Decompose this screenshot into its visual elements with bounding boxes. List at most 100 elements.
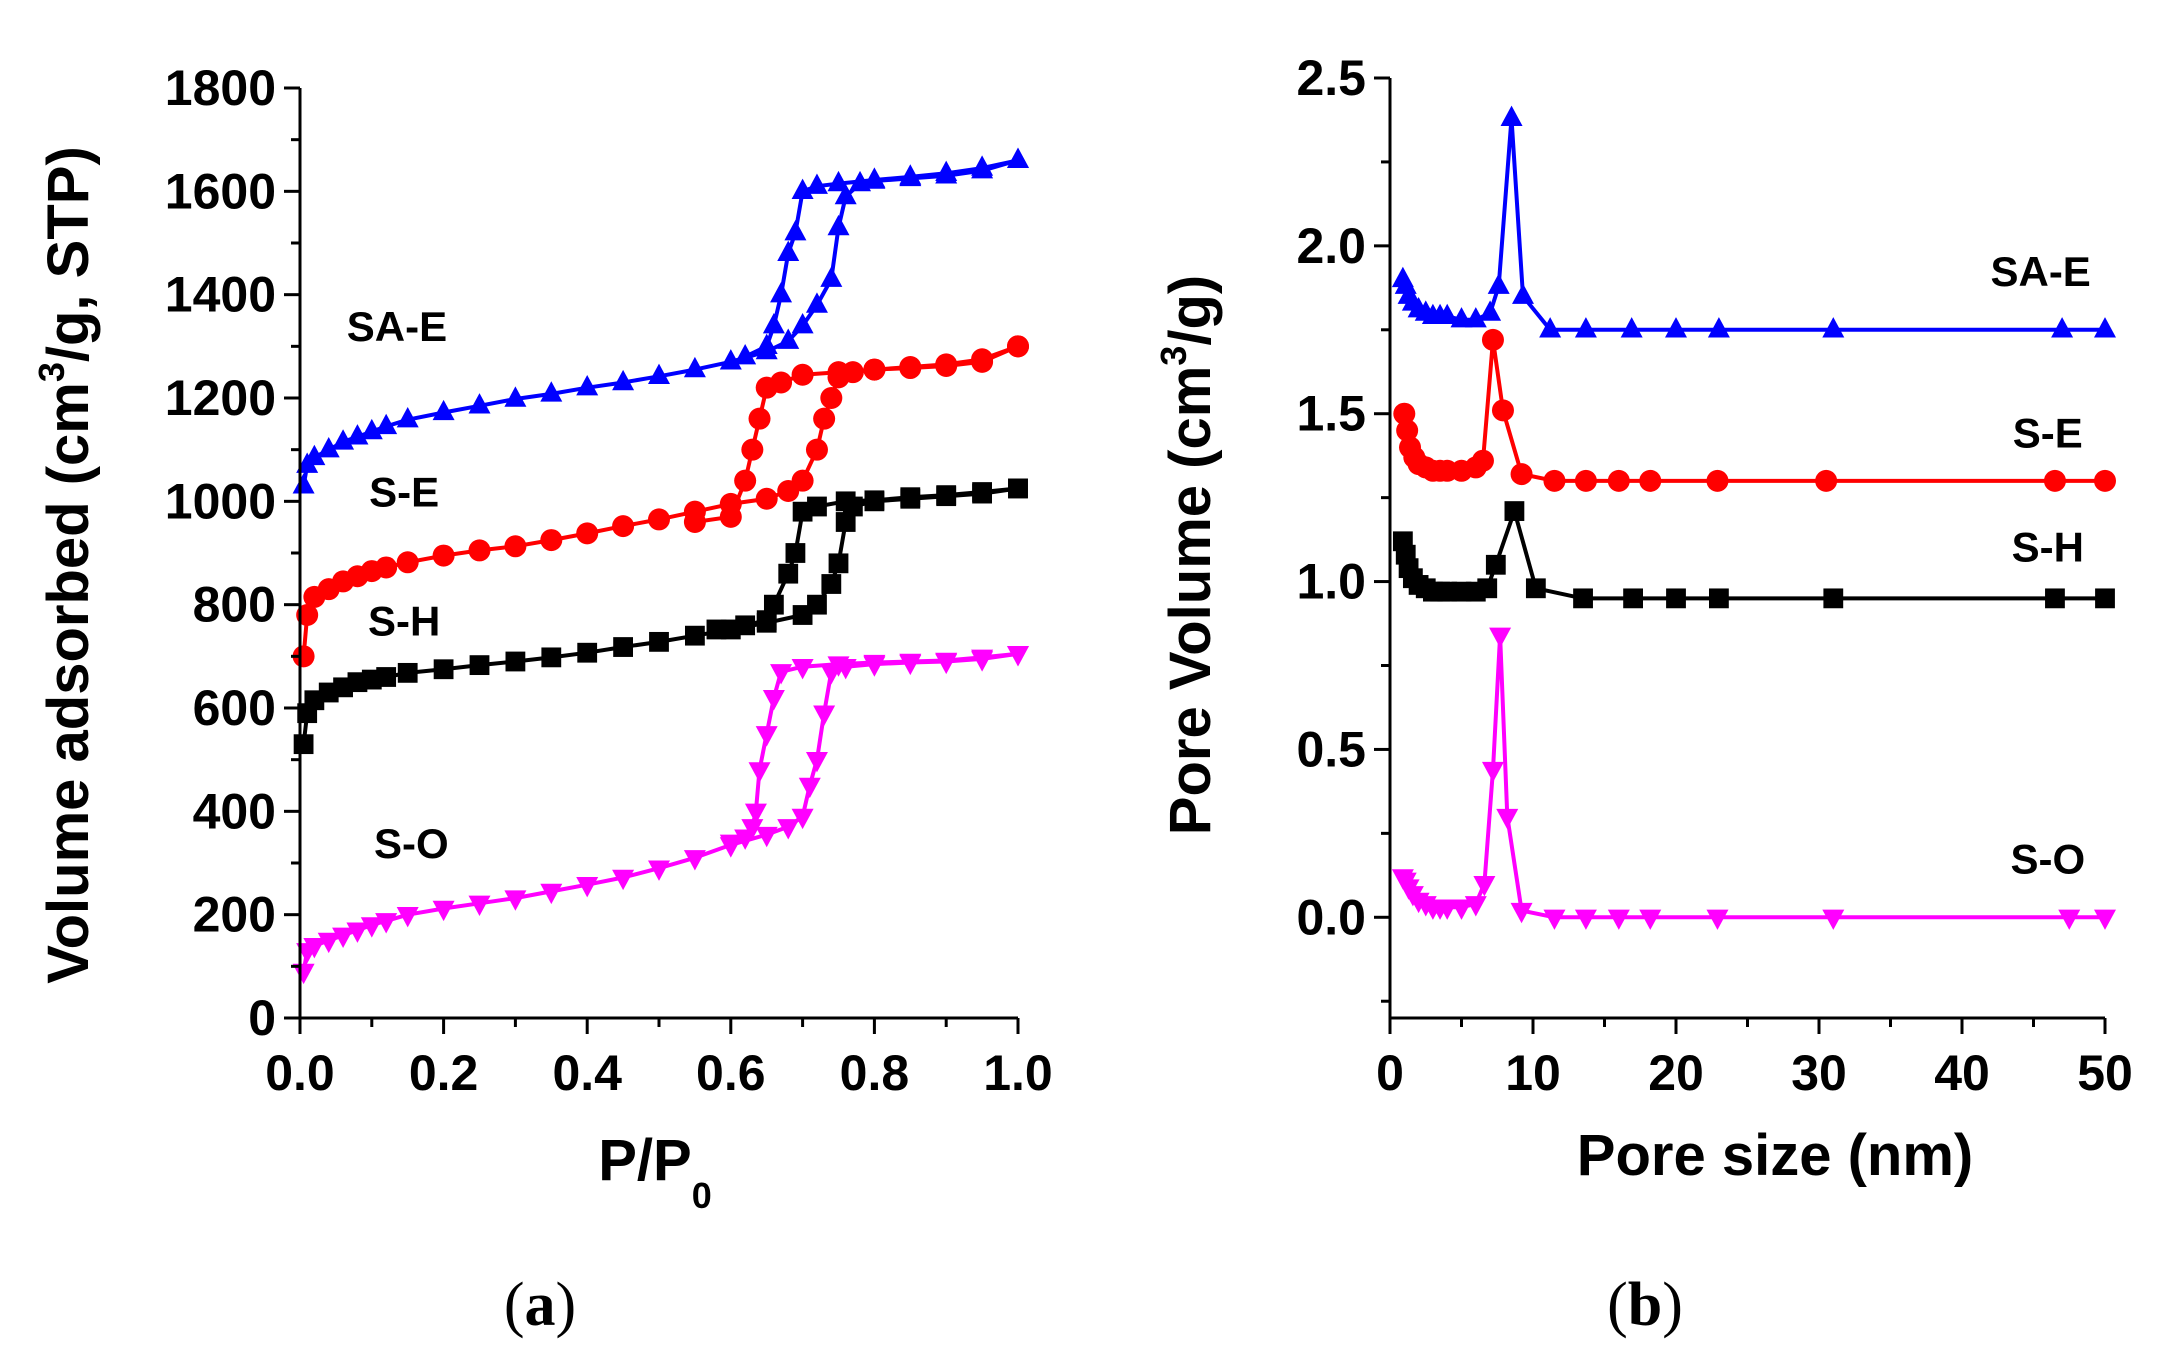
panel-b-y-axis-title-tail: /g): [1158, 275, 1223, 346]
data-point: [649, 631, 669, 652]
data-point: [1574, 909, 1597, 930]
x-tick-label: 0.2: [409, 1045, 479, 1101]
data-point: [863, 654, 886, 676]
series-line-s-o-desorption: [730, 651, 1019, 845]
series-label-s-e: S-E: [2013, 409, 2083, 456]
data-point: [791, 469, 814, 492]
data-point: [863, 167, 886, 188]
series-line-sa-e: [1401, 116, 2105, 332]
data-point: [396, 551, 419, 574]
data-point: [763, 594, 784, 615]
data-point: [504, 890, 527, 911]
data-point: [612, 515, 635, 538]
data-point: [1473, 876, 1496, 897]
data-point: [432, 544, 455, 567]
data-point: [292, 473, 315, 494]
panel-a-isotherm-chart: 0 200 400 600 800 1000 1200 1400 1600 1800 0.0 0.2 0…: [31, 60, 1053, 1339]
data-point: [612, 369, 635, 391]
panel-a-y-axis-title: Volume adsorbed (cm3/g, STP): [31, 146, 101, 984]
data-point: [2095, 588, 2115, 609]
data-point: [971, 649, 994, 671]
data-point: [805, 751, 828, 773]
data-point: [648, 363, 670, 384]
data-point: [648, 860, 670, 881]
data-point: [576, 877, 599, 898]
data-point: [504, 386, 527, 407]
data-point: [935, 652, 958, 674]
series-label-s-o: S-O: [2010, 836, 2085, 883]
data-point: [805, 438, 828, 461]
panel-a-x-axis-title-subscript: 0: [692, 1175, 712, 1216]
data-point: [863, 358, 886, 381]
y-tick-label: 1600: [165, 163, 276, 219]
data-point: [821, 574, 842, 594]
data-point: [346, 922, 369, 943]
series-label-s-e: S-E: [369, 469, 439, 516]
data-point: [683, 850, 706, 871]
data-point: [1709, 588, 1729, 609]
data-point: [1450, 899, 1473, 920]
data-point: [396, 407, 419, 428]
data-point: [748, 407, 771, 430]
data-point: [756, 610, 777, 631]
data-point: [375, 413, 398, 435]
data-point: [813, 705, 836, 726]
series-sa-e: [292, 147, 1029, 494]
data-point: [834, 183, 857, 205]
data-point: [1479, 300, 1502, 321]
data-point: [1639, 909, 1662, 930]
data-point: [827, 214, 850, 236]
data-point: [791, 808, 814, 830]
panel-a-caption: (a): [504, 1271, 576, 1339]
panel-a-caption-letter: a: [525, 1271, 556, 1339]
data-point: [1471, 449, 1494, 472]
data-point: [900, 487, 921, 508]
series-s-o: [1391, 627, 2116, 930]
data-point: [1574, 317, 1597, 338]
series-line-s-h: [1400, 509, 2105, 601]
panel-b-axes: [1374, 76, 2107, 1034]
data-point: [540, 381, 563, 402]
data-point: [785, 543, 806, 563]
data-point: [734, 344, 757, 365]
series-sa-e: [1391, 105, 2116, 338]
data-point: [332, 927, 355, 948]
y-tick-label: 1.5: [1296, 386, 1366, 442]
series-s-h: [293, 478, 1028, 755]
data-point: [719, 834, 742, 855]
data-point: [784, 220, 807, 241]
data-point: [469, 655, 490, 676]
data-point: [540, 883, 563, 905]
series-s-h: [1392, 501, 2115, 609]
data-point: [778, 563, 799, 584]
data-point: [685, 625, 705, 646]
data-point: [807, 594, 827, 615]
series-s-e: [292, 335, 1029, 668]
y-tick-label: 2.0: [1296, 218, 1366, 274]
data-point: [541, 647, 562, 668]
data-point: [296, 604, 319, 626]
data-point: [755, 826, 778, 848]
y-tick-label: 200: [193, 887, 276, 943]
y-tick-label: 0.0: [1296, 889, 1366, 945]
x-tick-label: 40: [1934, 1045, 1990, 1101]
series-label-s-h: S-H: [2012, 523, 2084, 570]
data-point: [1008, 478, 1028, 499]
data-point: [777, 328, 800, 349]
data-point: [1504, 501, 1525, 521]
y-tick-label: 0: [248, 990, 276, 1046]
data-point: [734, 469, 757, 492]
y-tick-label: 1.0: [1296, 554, 1366, 610]
data-point: [683, 356, 706, 378]
y-tick-label: 400: [193, 783, 276, 839]
data-point: [683, 511, 706, 533]
data-point: [293, 734, 314, 755]
data-point: [360, 917, 383, 938]
data-point: [1666, 588, 1686, 609]
data-point: [1491, 399, 1514, 422]
panel-a-y-axis-title-superscript: 3: [31, 362, 72, 382]
data-point: [835, 512, 856, 532]
data-point: [805, 292, 828, 313]
data-point: [755, 487, 778, 510]
data-point: [741, 819, 764, 840]
